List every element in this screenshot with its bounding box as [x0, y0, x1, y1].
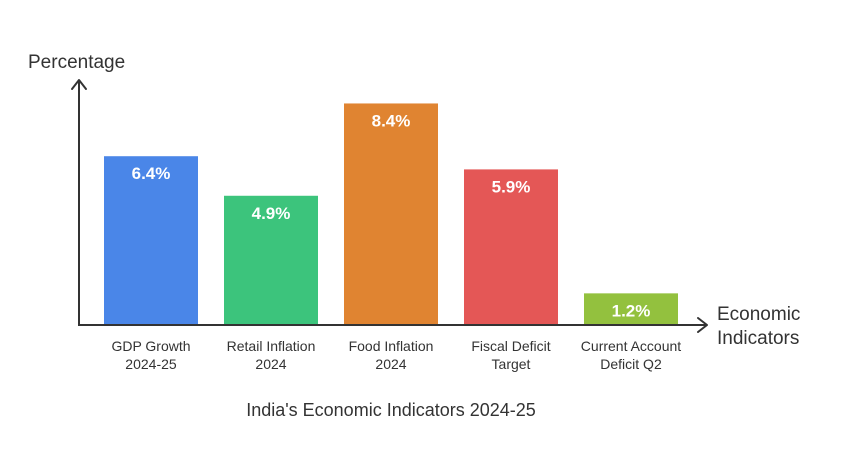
- value-label-3: 8.4%: [372, 111, 411, 130]
- category-label-1: GDP Growth 2024-25: [111, 338, 190, 372]
- y-axis-title: Percentage: [28, 52, 125, 73]
- bar-5: [584, 293, 678, 325]
- x-axis-title-line-1: Economic: [717, 304, 800, 325]
- category-label-3: Food Inflation 2024: [349, 338, 434, 372]
- bar-1: [104, 156, 198, 325]
- category-label-2-line-1: Retail Inflation: [227, 338, 316, 354]
- category-label-1-line-1: GDP Growth: [111, 338, 190, 354]
- category-label-4-line-2: Target: [492, 356, 531, 372]
- bar-4: [464, 169, 558, 325]
- category-label-3-line-2: 2024: [375, 356, 406, 372]
- category-label-5-line-2: Deficit Q2: [600, 356, 662, 372]
- category-label-1-line-2: 2024-25: [125, 356, 177, 372]
- category-label-4-line-1: Fiscal Deficit: [471, 338, 550, 354]
- bar-3: [344, 103, 438, 325]
- bar-2: [224, 195, 318, 325]
- value-label-4: 5.9%: [492, 177, 531, 196]
- value-label-2: 4.9%: [252, 204, 291, 223]
- y-axis-arrowhead: [71, 79, 87, 90]
- axes-group: [71, 79, 708, 333]
- category-label-3-line-1: Food Inflation: [349, 338, 434, 354]
- value-label-1: 6.4%: [132, 164, 171, 183]
- bars-group: 6.4% 4.9% 8.4% 5.9% 1.2%: [104, 103, 678, 325]
- category-label-2-line-2: 2024: [255, 356, 286, 372]
- chart-title: India's Economic Indicators 2024-25: [246, 400, 536, 420]
- category-label-2: Retail Inflation 2024: [227, 338, 316, 372]
- category-label-4: Fiscal Deficit Target: [471, 338, 550, 372]
- x-axis-arrowhead: [697, 317, 708, 333]
- value-label-5: 1.2%: [612, 301, 651, 320]
- x-axis-title-line-2: Indicators: [717, 328, 799, 349]
- x-axis-title: Economic Indicators: [717, 304, 806, 349]
- category-label-5: Current Account Deficit Q2: [581, 338, 681, 372]
- category-label-5-line-1: Current Account: [581, 338, 681, 354]
